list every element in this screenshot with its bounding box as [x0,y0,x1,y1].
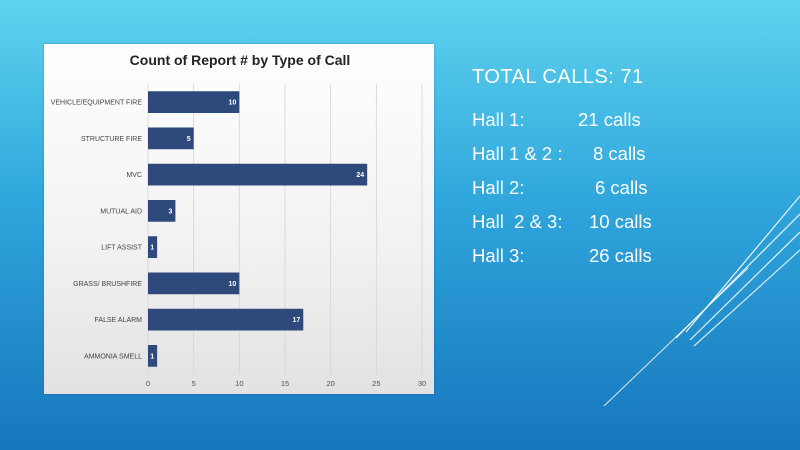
bar [148,345,158,367]
category-label: MUTUAL AID [100,208,142,215]
category-label: VEHICLE/EQUIPMENT FIRE [51,100,143,107]
hall-row: Hall 2 & 3: 10 calls [472,211,652,245]
category-label: AMMONIA SMELL [84,353,142,360]
chart-panel: Count of Report # by Type of Call 0 5 10 15… [44,44,434,394]
bar [148,308,304,331]
hall-row: Hall 2: 6 calls [472,177,648,211]
x-tick-label: 10 [235,379,243,388]
hall-count: 6 calls [595,177,648,198]
x-tick-label: 20 [326,379,334,388]
total-calls: TOTAL CALLS: 71 [472,66,644,88]
category-label: STRUCTURE FIRE [81,136,142,143]
data-label: 3 [168,208,172,215]
deco-line [603,267,749,407]
hall-count: 10 calls [589,211,652,232]
summary-panel: TOTAL CALLS: 71 Hall 1: 21 calls Hall 1 … [472,66,652,279]
x-tick-label: 15 [281,379,289,388]
x-tick-label: 25 [372,379,380,388]
data-label: 17 [292,317,300,324]
deco-line [693,249,800,347]
hall-name: Hall 1 & 2 : [472,143,563,164]
x-tick-label: 0 [146,379,150,388]
bar [148,127,194,150]
data-label: 10 [229,100,237,107]
hall-row: Hall 1: 21 calls [472,109,644,143]
x-tick-label: 30 [418,379,426,388]
bar [148,163,368,186]
hall-row: Hall 1 & 2 : 8 calls [472,143,646,177]
data-label: 24 [356,172,364,179]
hall-name: Hall 3: [472,245,525,266]
chart-title: Count of Report # by Type of Call [130,52,351,68]
bar-chart: Count of Report # by Type of Call 0 5 10 15… [51,52,426,388]
hall-name: Hall 2: [472,177,525,198]
deco-line [689,231,800,341]
hall-name: Hall 1: [472,109,525,130]
data-label: 1 [150,353,154,360]
category-label: MVC [126,172,142,179]
bar [148,200,176,222]
bar [148,272,240,295]
data-label: 10 [229,281,237,288]
hall-count: 8 calls [593,143,646,164]
hall-count: 26 calls [589,245,652,266]
category-label: LIFT ASSIST [101,245,142,252]
bar [148,236,158,258]
category-label: GRASS/ BRUSHFIRE [73,281,142,288]
data-label: 5 [187,136,191,143]
x-tick-label: 5 [192,379,196,388]
hall-name: Hall 2 & 3: [472,211,563,232]
category-label: FALSE ALARM [95,317,143,324]
bar [148,91,240,113]
hall-count: 21 calls [578,109,641,130]
data-label: 1 [150,245,154,252]
hall-row: Hall 3: 26 calls [472,245,652,279]
